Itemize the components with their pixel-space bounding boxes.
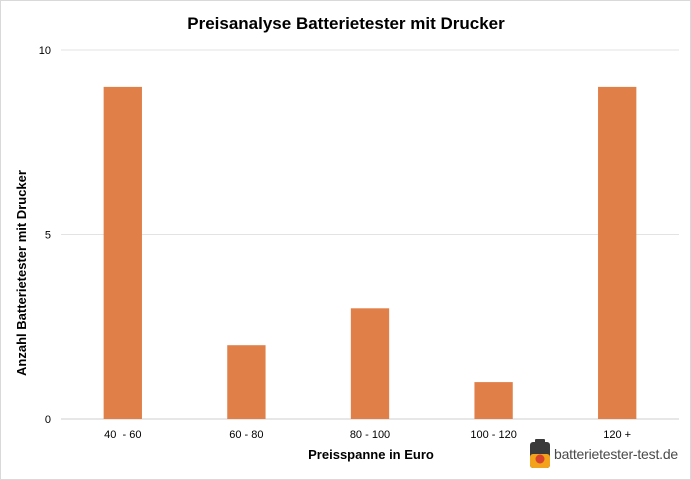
y-tick-label: 10 [39, 45, 51, 57]
x-axis-title: Preisspanne in Euro [308, 447, 434, 462]
x-tick-label: 100 - 120 [470, 429, 516, 441]
bar [474, 382, 513, 419]
y-tick-label: 0 [45, 414, 51, 426]
bar [350, 308, 390, 419]
x-axis-ticks: 40 - 60 60 - 80 80 - 100 100 - 120 120 + [104, 429, 631, 441]
logo-text: batterietester-test.de [554, 446, 678, 462]
chart-title: Preisanalyse Batterietester mit Drucker [187, 14, 505, 33]
y-axis-title: Anzahl Batterietester mit Drucker [14, 170, 29, 376]
x-tick-label: 120 + [603, 429, 631, 441]
bar [103, 86, 142, 420]
y-tick-label: 5 [45, 230, 51, 242]
battery-icon [530, 439, 550, 468]
x-tick-label: 80 - 100 [350, 429, 390, 441]
x-tick-label: 40 - 60 [104, 429, 141, 441]
bar [598, 86, 637, 420]
logo: batterietester-test.de [529, 439, 678, 469]
y-axis-ticks: 0 5 10 [39, 45, 51, 426]
bar [227, 345, 266, 419]
x-tick-label: 60 - 80 [229, 429, 263, 441]
bars [103, 86, 637, 420]
